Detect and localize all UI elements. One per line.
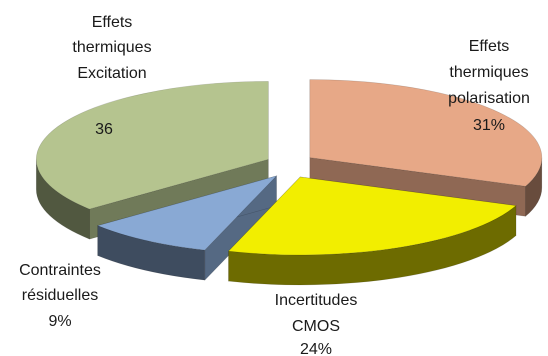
value-residuelles: 9%: [48, 313, 71, 330]
label-cmos-line2: CMOS: [292, 318, 340, 335]
label-excitation-line2: thermiques: [72, 39, 151, 56]
data-labels: Effets thermiques Excitation 36 Effets t…: [19, 14, 530, 356]
label-residuelles-line2: résiduelles: [22, 287, 98, 304]
value-cmos: 24%: [300, 341, 332, 356]
slice-polarisation: [309, 79, 543, 187]
value-excitation: 36: [95, 121, 113, 138]
label-cmos-line1: Incertitudes: [275, 292, 358, 309]
slice-excitation: [35, 81, 269, 210]
label-polarisation-line1: Effets: [469, 38, 510, 55]
slice-residuelles: [96, 175, 278, 251]
label-excitation-line3: Excitation: [77, 65, 146, 82]
pie-slices: [35, 79, 543, 286]
label-polarisation-line3: polarisation: [448, 90, 530, 107]
label-residuelles-line1: Contraintes: [19, 262, 101, 279]
slice-cmos: [227, 176, 517, 256]
value-polarisation: 31%: [473, 117, 505, 134]
label-polarisation-line2: thermiques: [449, 64, 528, 81]
label-excitation-line1: Effets: [92, 14, 133, 31]
